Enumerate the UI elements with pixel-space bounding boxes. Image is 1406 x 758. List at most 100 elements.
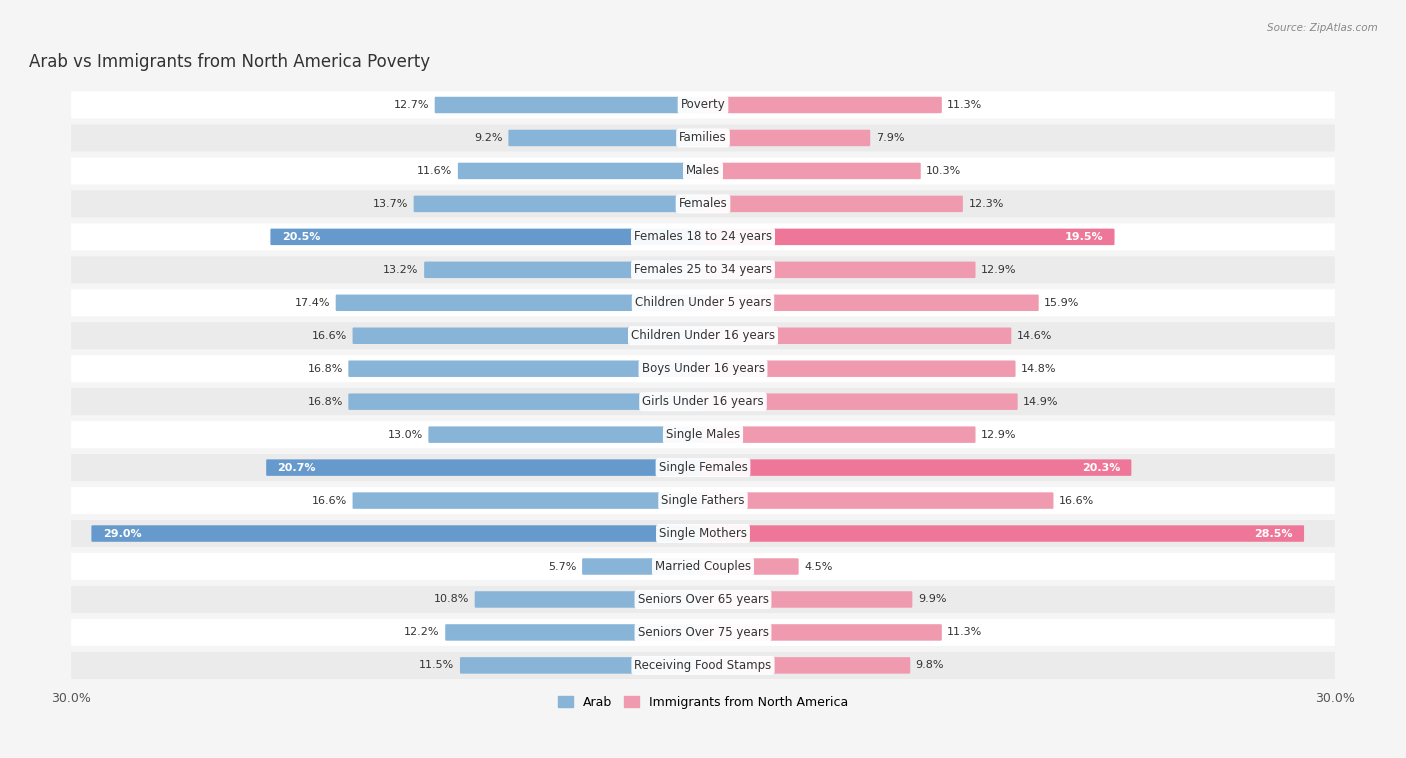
Text: Single Mothers: Single Mothers xyxy=(659,527,747,540)
Text: Females: Females xyxy=(679,197,727,211)
Text: Children Under 16 years: Children Under 16 years xyxy=(631,329,775,343)
Text: 9.8%: 9.8% xyxy=(915,660,945,670)
Text: Seniors Over 65 years: Seniors Over 65 years xyxy=(637,593,769,606)
Text: 29.0%: 29.0% xyxy=(103,528,142,538)
Text: 7.9%: 7.9% xyxy=(876,133,904,143)
Text: Arab vs Immigrants from North America Poverty: Arab vs Immigrants from North America Po… xyxy=(30,53,430,71)
Text: Poverty: Poverty xyxy=(681,99,725,111)
Text: 11.3%: 11.3% xyxy=(948,100,983,110)
FancyBboxPatch shape xyxy=(72,92,1334,118)
FancyBboxPatch shape xyxy=(270,229,704,245)
FancyBboxPatch shape xyxy=(72,619,1334,646)
FancyBboxPatch shape xyxy=(72,190,1334,218)
FancyBboxPatch shape xyxy=(353,493,704,509)
FancyBboxPatch shape xyxy=(509,130,704,146)
FancyBboxPatch shape xyxy=(582,558,704,575)
Text: 20.5%: 20.5% xyxy=(281,232,321,242)
FancyBboxPatch shape xyxy=(349,361,704,377)
Text: Single Females: Single Females xyxy=(658,461,748,474)
FancyBboxPatch shape xyxy=(702,327,1011,344)
FancyBboxPatch shape xyxy=(702,525,1305,542)
Text: 16.8%: 16.8% xyxy=(308,396,343,407)
Text: 12.2%: 12.2% xyxy=(405,628,440,637)
FancyBboxPatch shape xyxy=(702,196,963,212)
FancyBboxPatch shape xyxy=(434,97,704,113)
FancyBboxPatch shape xyxy=(72,487,1334,514)
FancyBboxPatch shape xyxy=(702,295,1039,311)
FancyBboxPatch shape xyxy=(429,427,704,443)
Text: Married Couples: Married Couples xyxy=(655,560,751,573)
FancyBboxPatch shape xyxy=(72,256,1334,283)
FancyBboxPatch shape xyxy=(702,393,1018,410)
FancyBboxPatch shape xyxy=(702,262,976,278)
Text: 14.9%: 14.9% xyxy=(1024,396,1059,407)
Text: 11.5%: 11.5% xyxy=(419,660,454,670)
Text: 16.6%: 16.6% xyxy=(1059,496,1094,506)
FancyBboxPatch shape xyxy=(72,586,1334,613)
FancyBboxPatch shape xyxy=(353,327,704,344)
FancyBboxPatch shape xyxy=(72,652,1334,679)
FancyBboxPatch shape xyxy=(458,163,704,179)
Text: 10.3%: 10.3% xyxy=(927,166,962,176)
Text: 5.7%: 5.7% xyxy=(548,562,576,572)
Text: 12.3%: 12.3% xyxy=(969,199,1004,209)
FancyBboxPatch shape xyxy=(349,393,704,410)
Text: Single Males: Single Males xyxy=(666,428,740,441)
FancyBboxPatch shape xyxy=(72,388,1334,415)
FancyBboxPatch shape xyxy=(425,262,704,278)
FancyBboxPatch shape xyxy=(413,196,704,212)
FancyBboxPatch shape xyxy=(72,290,1334,316)
Text: 11.6%: 11.6% xyxy=(418,166,453,176)
FancyBboxPatch shape xyxy=(266,459,704,476)
Text: 11.3%: 11.3% xyxy=(948,628,983,637)
FancyBboxPatch shape xyxy=(702,459,1132,476)
Text: 20.3%: 20.3% xyxy=(1081,462,1121,472)
Text: 4.5%: 4.5% xyxy=(804,562,832,572)
Text: 16.8%: 16.8% xyxy=(308,364,343,374)
Text: Boys Under 16 years: Boys Under 16 years xyxy=(641,362,765,375)
FancyBboxPatch shape xyxy=(72,356,1334,382)
Legend: Arab, Immigrants from North America: Arab, Immigrants from North America xyxy=(553,691,853,714)
Text: 9.2%: 9.2% xyxy=(474,133,503,143)
FancyBboxPatch shape xyxy=(702,361,1015,377)
FancyBboxPatch shape xyxy=(72,322,1334,349)
Text: 14.8%: 14.8% xyxy=(1021,364,1056,374)
Text: 16.6%: 16.6% xyxy=(312,496,347,506)
Text: Families: Families xyxy=(679,131,727,145)
Text: Males: Males xyxy=(686,164,720,177)
FancyBboxPatch shape xyxy=(702,130,870,146)
Text: 13.0%: 13.0% xyxy=(388,430,423,440)
Text: 13.2%: 13.2% xyxy=(384,265,419,275)
Text: Receiving Food Stamps: Receiving Food Stamps xyxy=(634,659,772,672)
Text: 12.7%: 12.7% xyxy=(394,100,429,110)
FancyBboxPatch shape xyxy=(72,520,1334,547)
Text: 14.6%: 14.6% xyxy=(1017,330,1052,341)
FancyBboxPatch shape xyxy=(72,224,1334,250)
Text: 15.9%: 15.9% xyxy=(1045,298,1080,308)
Text: 20.7%: 20.7% xyxy=(277,462,316,472)
FancyBboxPatch shape xyxy=(91,525,704,542)
Text: 9.9%: 9.9% xyxy=(918,594,946,604)
FancyBboxPatch shape xyxy=(702,591,912,608)
FancyBboxPatch shape xyxy=(702,493,1053,509)
Text: 19.5%: 19.5% xyxy=(1064,232,1104,242)
FancyBboxPatch shape xyxy=(702,657,910,674)
Text: 10.8%: 10.8% xyxy=(434,594,470,604)
FancyBboxPatch shape xyxy=(72,553,1334,580)
FancyBboxPatch shape xyxy=(475,591,704,608)
FancyBboxPatch shape xyxy=(702,229,1115,245)
Text: 28.5%: 28.5% xyxy=(1254,528,1292,538)
FancyBboxPatch shape xyxy=(702,427,976,443)
Text: Single Fathers: Single Fathers xyxy=(661,494,745,507)
FancyBboxPatch shape xyxy=(702,624,942,641)
Text: Source: ZipAtlas.com: Source: ZipAtlas.com xyxy=(1267,23,1378,33)
FancyBboxPatch shape xyxy=(702,558,799,575)
Text: Children Under 5 years: Children Under 5 years xyxy=(634,296,772,309)
FancyBboxPatch shape xyxy=(72,124,1334,152)
Text: 12.9%: 12.9% xyxy=(981,430,1017,440)
FancyBboxPatch shape xyxy=(702,97,942,113)
FancyBboxPatch shape xyxy=(702,163,921,179)
Text: 16.6%: 16.6% xyxy=(312,330,347,341)
Text: 12.9%: 12.9% xyxy=(981,265,1017,275)
FancyBboxPatch shape xyxy=(72,158,1334,184)
